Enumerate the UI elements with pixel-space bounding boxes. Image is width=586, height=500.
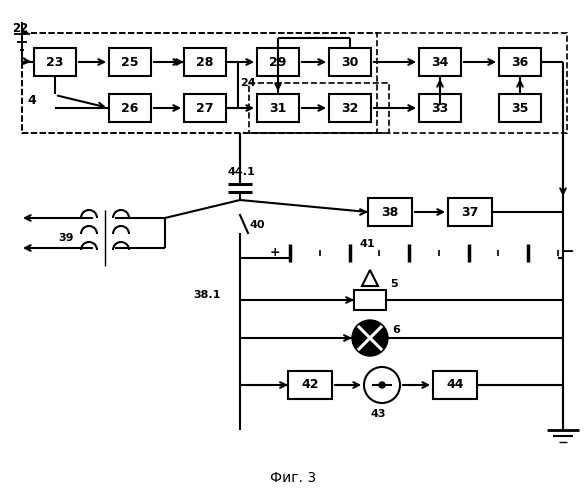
Bar (499, 94, 541, 122)
Text: 22: 22 (12, 22, 28, 35)
Text: 24: 24 (240, 78, 255, 88)
Bar (22, 33, 377, 133)
Bar (368, 198, 412, 226)
Bar (354, 290, 386, 310)
Text: 6: 6 (392, 325, 400, 335)
Text: 43: 43 (370, 409, 386, 419)
Bar (184, 94, 226, 122)
Bar (34, 48, 76, 76)
Text: 36: 36 (512, 56, 529, 68)
Text: 38.1: 38.1 (193, 290, 220, 300)
Text: 26: 26 (121, 102, 139, 114)
Text: 27: 27 (196, 102, 214, 114)
Text: 28: 28 (196, 56, 214, 68)
Bar (419, 94, 461, 122)
Text: 35: 35 (512, 102, 529, 114)
Bar (249, 83, 389, 133)
Text: 4: 4 (27, 94, 36, 106)
Bar (499, 48, 541, 76)
Text: 23: 23 (46, 56, 64, 68)
Text: 31: 31 (270, 102, 287, 114)
Bar (288, 371, 332, 399)
Bar (257, 94, 299, 122)
Text: 33: 33 (431, 102, 449, 114)
Text: −: − (561, 244, 574, 260)
Text: 42: 42 (301, 378, 319, 392)
Text: 5: 5 (390, 279, 398, 289)
Text: +: + (270, 246, 280, 258)
Text: 44.1: 44.1 (228, 167, 255, 177)
Text: 41: 41 (360, 239, 376, 249)
Bar (433, 371, 477, 399)
Text: 29: 29 (270, 56, 287, 68)
Text: 30: 30 (341, 56, 359, 68)
Bar (329, 48, 371, 76)
Text: 39: 39 (58, 233, 73, 243)
Text: 37: 37 (461, 206, 479, 218)
Text: 44: 44 (447, 378, 464, 392)
Bar (419, 48, 461, 76)
Text: Фиг. 3: Фиг. 3 (270, 471, 316, 485)
Text: 25: 25 (121, 56, 139, 68)
Bar (109, 48, 151, 76)
Bar (329, 94, 371, 122)
Text: 32: 32 (341, 102, 359, 114)
Bar (448, 198, 492, 226)
Text: 34: 34 (431, 56, 449, 68)
Circle shape (352, 320, 388, 356)
Text: 38: 38 (381, 206, 398, 218)
Circle shape (379, 382, 385, 388)
Text: 40: 40 (250, 220, 265, 230)
Bar (257, 48, 299, 76)
Bar (22, 33, 567, 133)
Polygon shape (362, 270, 378, 286)
Bar (184, 48, 226, 76)
Bar (109, 94, 151, 122)
